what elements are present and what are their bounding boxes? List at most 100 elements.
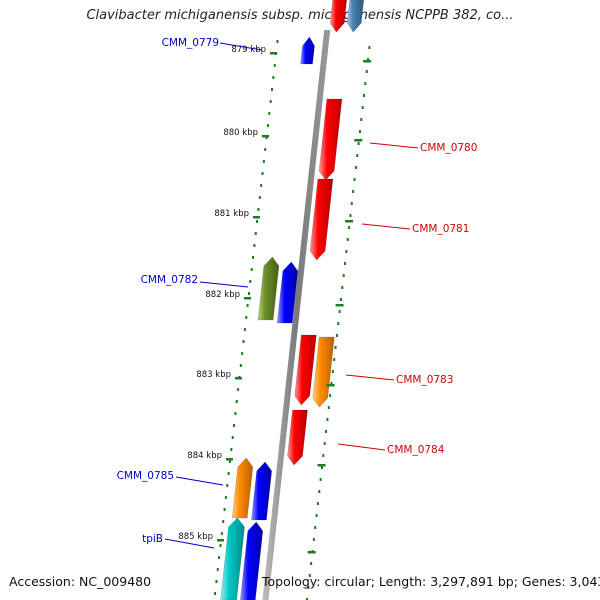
left-dot [215, 580, 218, 583]
gene-feature-blue-forward[interactable] [251, 461, 273, 521]
gene-feature-red-reverse[interactable] [294, 334, 317, 406]
gene-labels: CMM_0779 CMM_0780 CMM_0781 CMM_0782 CMM_0783… [117, 37, 477, 549]
kbp-tick [235, 377, 242, 380]
kbp-label: 881 kbp [214, 209, 249, 219]
kbp-label: 883 kbp [196, 370, 231, 380]
left-dot [272, 76, 275, 79]
left-dot [233, 424, 236, 427]
gene-feature-olive-forward[interactable] [257, 256, 280, 321]
gene-feature-orange-forward[interactable] [231, 457, 254, 519]
left-dot [226, 484, 229, 487]
right-dot [335, 334, 338, 337]
right-dot [325, 430, 328, 433]
kbp-tick [217, 539, 224, 542]
gene-label[interactable]: CMM_0780 [420, 142, 477, 154]
right-tick [335, 304, 344, 307]
scale-ticks: 879 kbp 880 kbp 881 kbp 882 kbp 883 kbp 884 k… [178, 45, 372, 554]
right-dot [354, 166, 357, 169]
right-dot [333, 358, 336, 361]
left-dot [258, 196, 261, 199]
kbp-label: 885 kbp [178, 532, 213, 542]
right-dot [310, 562, 313, 565]
left-dot [228, 460, 231, 463]
right-tick [326, 384, 335, 387]
gene-label[interactable]: CMM_0781 [412, 223, 469, 235]
left-dot [246, 304, 249, 307]
left-dot [231, 436, 234, 439]
left-dot [239, 364, 242, 367]
right-dot [363, 94, 366, 97]
gene-feature-red-reverse[interactable] [287, 409, 308, 466]
gene-feature-cyan-forward[interactable] [220, 517, 245, 600]
backbone-line [262, 30, 331, 600]
right-dot [322, 454, 325, 457]
right-tick [317, 464, 326, 467]
kbp-tick [262, 135, 269, 138]
gene-feature-blue-forward[interactable] [276, 261, 299, 324]
right-dot [339, 298, 342, 301]
left-dot [242, 340, 245, 343]
right-dot [365, 70, 368, 73]
right-dot [331, 370, 334, 373]
gene-feature-steelblue-reverse[interactable] [346, 0, 365, 33]
left-dot [257, 208, 260, 211]
right-dot [360, 118, 363, 121]
right-dot [315, 514, 318, 517]
right-dot [364, 82, 367, 85]
left-dot [230, 448, 233, 451]
left-dot [256, 220, 259, 223]
gene-features [220, 0, 365, 600]
gene-feature-red-reverse[interactable] [329, 0, 348, 33]
right-dot [367, 58, 370, 61]
gene-label[interactable]: CMM_0785 [117, 470, 174, 482]
left-dot [235, 400, 238, 403]
left-dot [243, 328, 246, 331]
gene-feature-blue-forward[interactable] [239, 521, 264, 600]
right-dot [357, 142, 360, 145]
right-dot [345, 250, 348, 253]
gene-label[interactable]: tpiB [142, 533, 163, 545]
left-dot [276, 40, 279, 43]
map-title: Clavibacter michiganensis subsp. michiga… [86, 8, 514, 23]
gene-label-leader [345, 374, 395, 381]
right-dot [327, 406, 330, 409]
right-tick [307, 551, 316, 554]
right-dot [342, 274, 345, 277]
right-tick [354, 139, 363, 142]
left-dot [219, 544, 222, 547]
gene-label[interactable]: CMM_0779 [162, 37, 219, 49]
right-dot [316, 502, 319, 505]
kbp-tick [226, 458, 233, 461]
left-dot [218, 556, 221, 559]
left-dot [271, 88, 274, 91]
right-tick [345, 220, 354, 223]
left-dot [264, 148, 267, 151]
right-dot [320, 466, 323, 469]
right-dot [350, 202, 353, 205]
gene-feature-red-reverse[interactable] [309, 178, 334, 261]
kbp-label: 880 kbp [223, 128, 258, 138]
accession-text: Accession: NC_009480 [9, 574, 152, 589]
left-dot [234, 412, 237, 415]
left-dot [216, 568, 219, 571]
right-dot [318, 490, 321, 493]
right-dot [346, 238, 349, 241]
right-dot [306, 598, 309, 600]
right-dot [353, 178, 356, 181]
right-dot [356, 154, 359, 157]
right-dot [341, 286, 344, 289]
gene-label[interactable]: CMM_0784 [387, 444, 445, 456]
gene-feature-orange-reverse[interactable] [312, 336, 335, 408]
gene-label[interactable]: CMM_0782 [141, 274, 198, 286]
gene-label[interactable]: CMM_0783 [396, 374, 453, 386]
left-dot [237, 388, 240, 391]
kbp-label: 884 kbp [187, 451, 222, 461]
left-dot [222, 520, 225, 523]
gene-feature-red-reverse[interactable] [318, 98, 343, 181]
left-dot [214, 592, 217, 595]
left-dot [268, 112, 271, 115]
gene-feature-blue-forward[interactable] [300, 36, 315, 65]
right-dot [334, 346, 337, 349]
left-dot [247, 292, 250, 295]
left-dot [224, 496, 227, 499]
